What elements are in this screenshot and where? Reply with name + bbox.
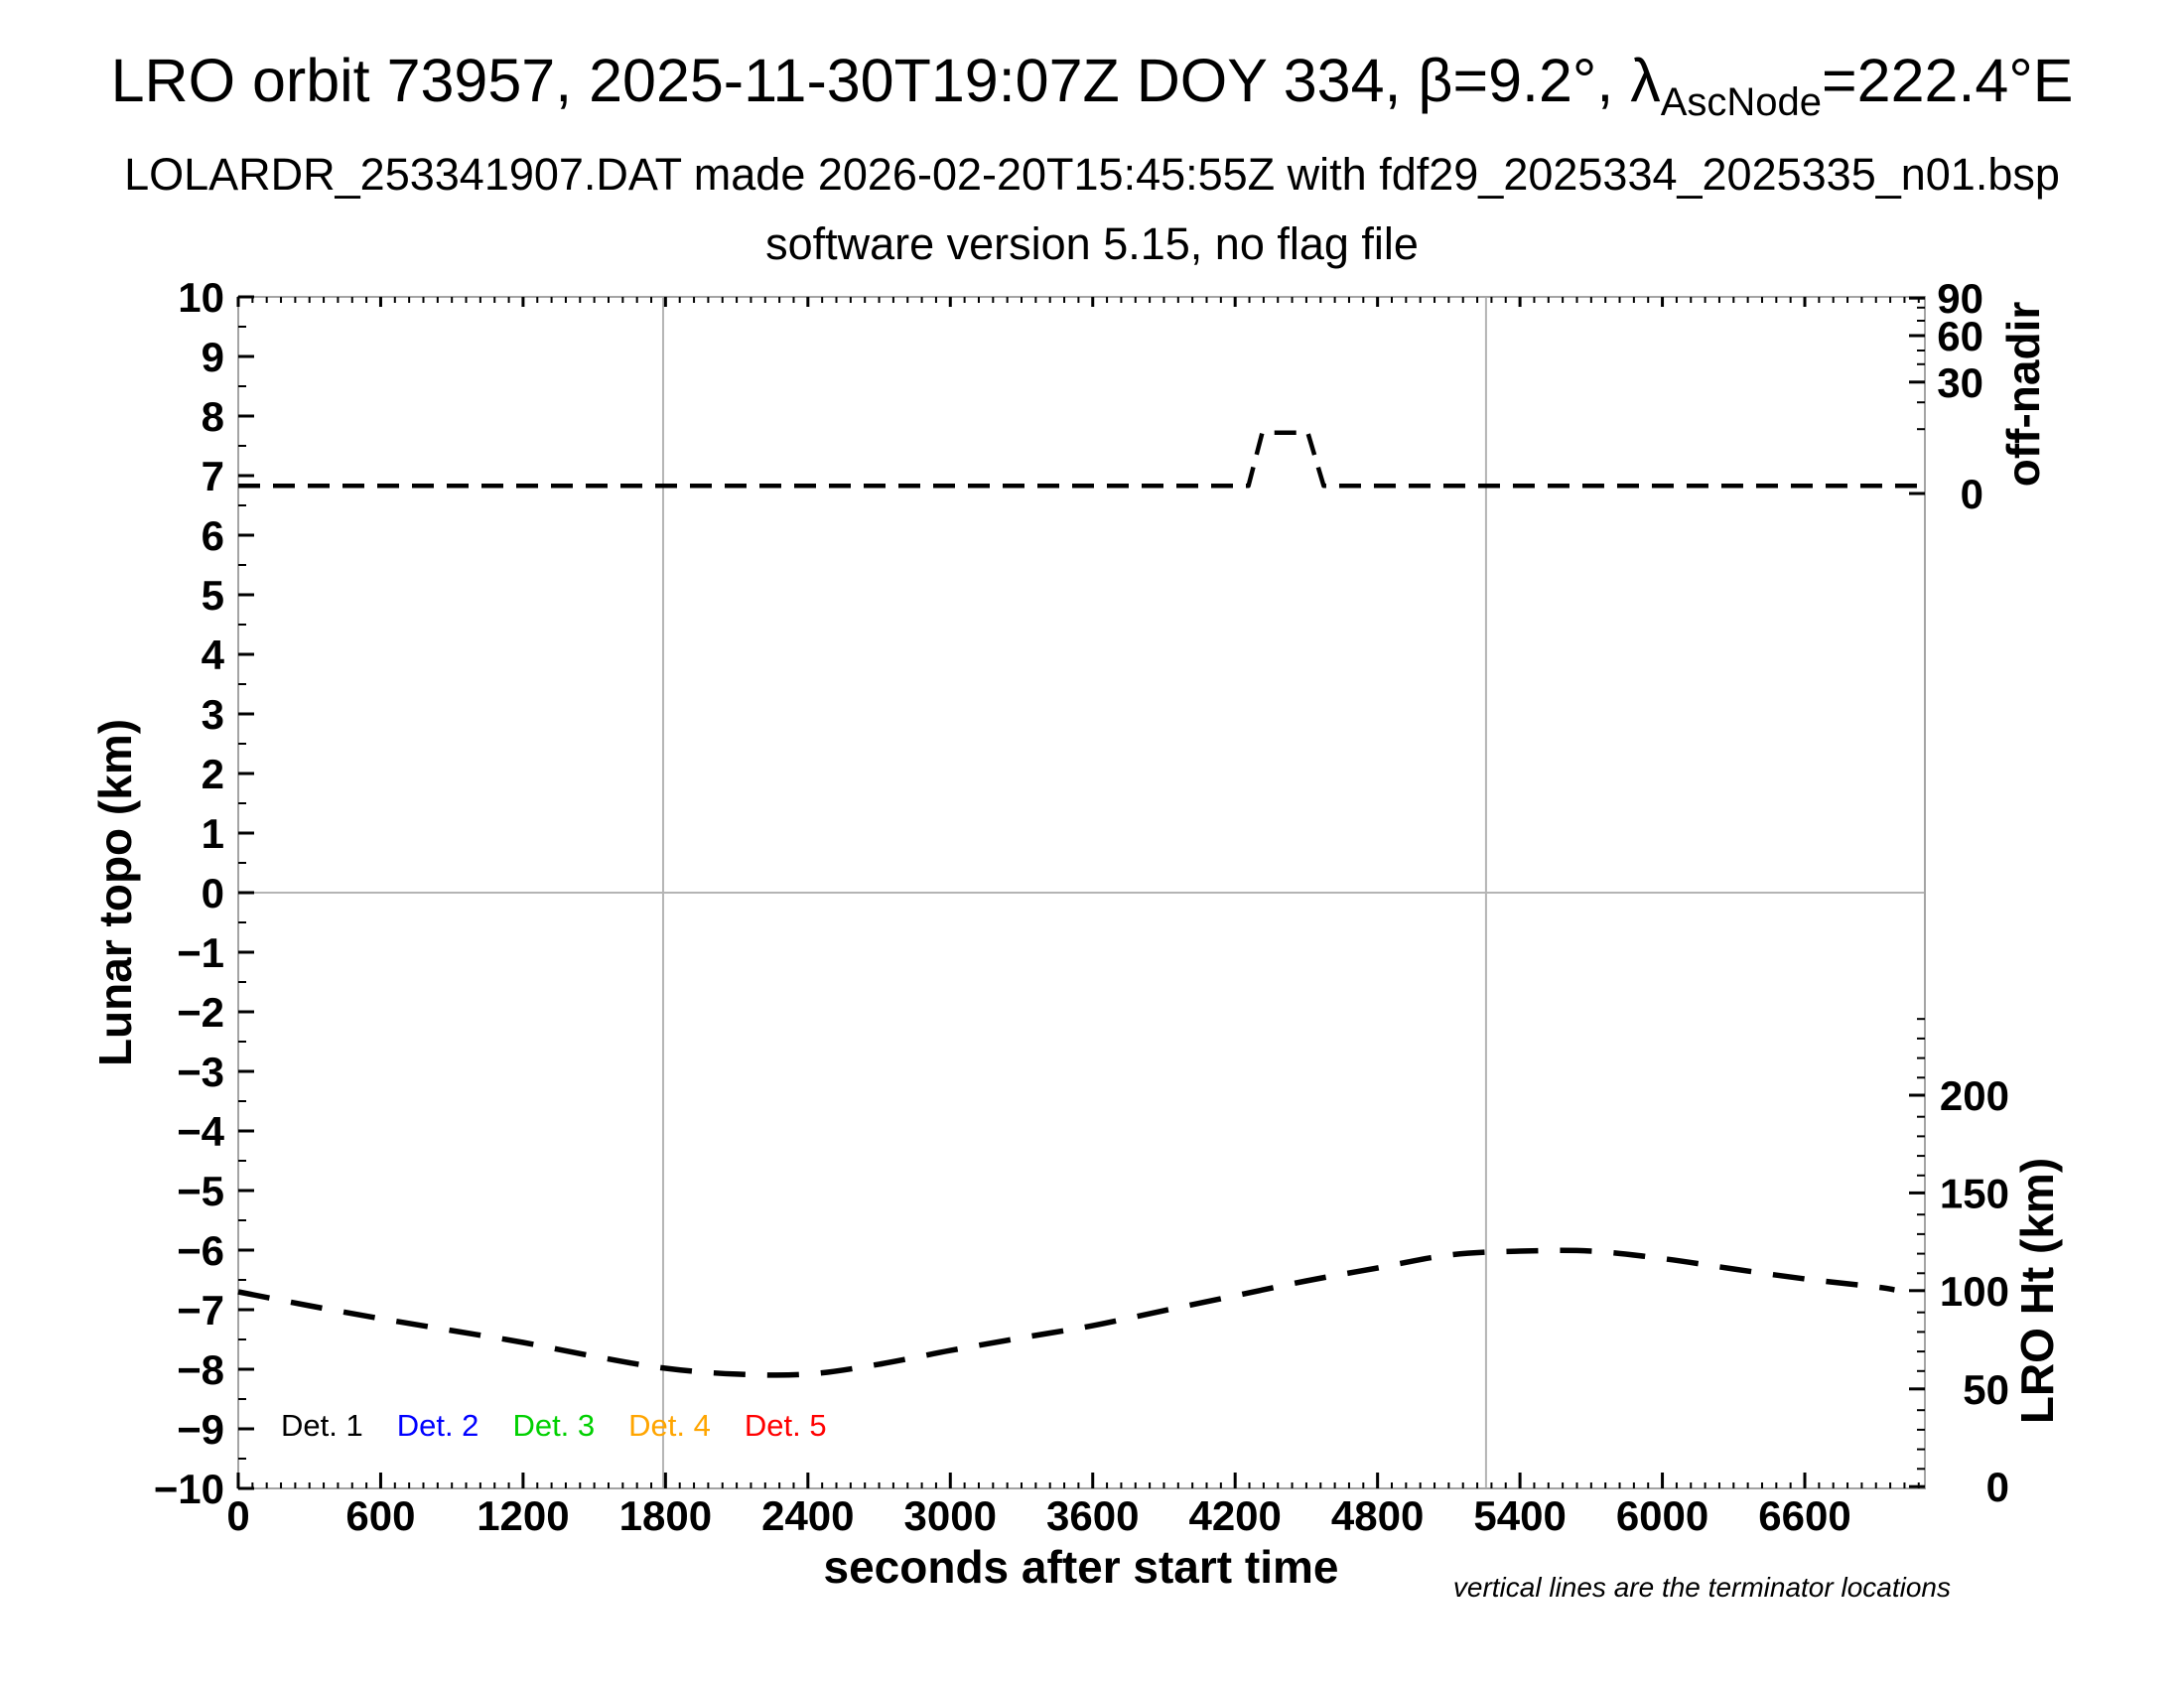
title-suffix: =222.4°E (1822, 47, 2074, 114)
y-tick-label: 4 (202, 632, 225, 678)
x-tick-label: 3000 (904, 1492, 997, 1539)
legend-item-det-3: Det. 3 (512, 1408, 596, 1443)
y-tick-label: 5 (202, 572, 224, 619)
lroht-tick-label: 0 (1986, 1464, 2009, 1510)
y-tick-label: −9 (177, 1406, 224, 1453)
x-tick-label: 600 (345, 1492, 415, 1539)
right-axis-title-offnadir: off-nadir (1997, 301, 2049, 488)
y-tick-label: −5 (177, 1168, 224, 1214)
title-subscript: AscNode (1660, 80, 1823, 124)
y-tick-label: −1 (177, 929, 224, 976)
x-tick-label: 2400 (761, 1492, 854, 1539)
y-tick-label: −6 (177, 1227, 224, 1274)
y-tick-label: 7 (202, 453, 224, 499)
detector-legend: Det. 1 Det. 2 Det. 3 Det. 4 Det. 5 (281, 1408, 827, 1444)
legend-item-det-2: Det. 2 (396, 1408, 479, 1443)
version-note: software version 5.15, no flag file (765, 218, 1419, 269)
terminator-footnote: vertical lines are the terminator locati… (1452, 1572, 1951, 1603)
y-tick-label: 9 (202, 334, 224, 380)
x-tick-label: 6600 (1758, 1492, 1850, 1539)
y-tick-label: 1 (202, 810, 224, 857)
lroht-tick-label: 100 (1940, 1268, 2009, 1315)
y-tick-label: −10 (154, 1466, 224, 1512)
x-tick-label: 3600 (1046, 1492, 1139, 1539)
y-tick-label: 6 (202, 512, 224, 559)
offnadir-tick-label: 0 (1961, 471, 1983, 517)
legend-item-det-1: Det. 1 (281, 1408, 363, 1443)
x-tick-label: 4800 (1331, 1492, 1424, 1539)
lroht-tick-label: 150 (1940, 1170, 2009, 1216)
y-tick-label: 10 (178, 274, 224, 321)
off-nadir-series (238, 430, 1925, 489)
x-tick-label: 4200 (1188, 1492, 1281, 1539)
y-tick-label: 3 (202, 691, 224, 738)
lro-ht-series (237, 1247, 1895, 1378)
offnadir-tick-label: 60 (1937, 313, 1983, 359)
y-tick-label: 2 (202, 751, 224, 797)
y-tick-label: −8 (177, 1346, 224, 1393)
lroht-tick-label: 50 (1963, 1366, 2009, 1413)
right-axis-title-lroht: LRO Ht (km) (2011, 1157, 2063, 1425)
x-tick-label: 1800 (619, 1492, 712, 1539)
y-tick-label: 0 (202, 870, 224, 916)
y-tick-label: −7 (177, 1287, 224, 1334)
lroht-tick-label: 200 (1940, 1072, 2009, 1119)
x-tick-label: 5400 (1473, 1492, 1566, 1539)
x-tick-label: 0 (226, 1492, 249, 1539)
page-title: LRO orbit 73957, 2025-11-30T19:07Z DOY 3… (0, 46, 2184, 125)
left-axis-title: Lunar topo (km) (89, 718, 141, 1067)
y-tick-label: −2 (177, 989, 224, 1036)
legend-item-det-5: Det. 5 (744, 1408, 827, 1443)
y-tick-label: −4 (177, 1108, 225, 1155)
offnadir-tick-label: 30 (1937, 359, 1983, 406)
offnadir-tick-label: 90 (1937, 275, 1983, 322)
title-prefix: LRO orbit 73957, 2025-11-30T19:07Z DOY 3… (110, 47, 1661, 114)
y-tick-label: 8 (202, 393, 224, 440)
x-tick-label: 6000 (1616, 1492, 1708, 1539)
subtitle: LOLARDR_253341907.DAT made 2026-02-20T15… (124, 149, 2060, 200)
y-tick-label: −3 (177, 1049, 224, 1095)
x-axis-title: seconds after start time (823, 1541, 1339, 1593)
x-tick-label: 1200 (477, 1492, 569, 1539)
legend-item-det-4: Det. 4 (628, 1408, 711, 1443)
